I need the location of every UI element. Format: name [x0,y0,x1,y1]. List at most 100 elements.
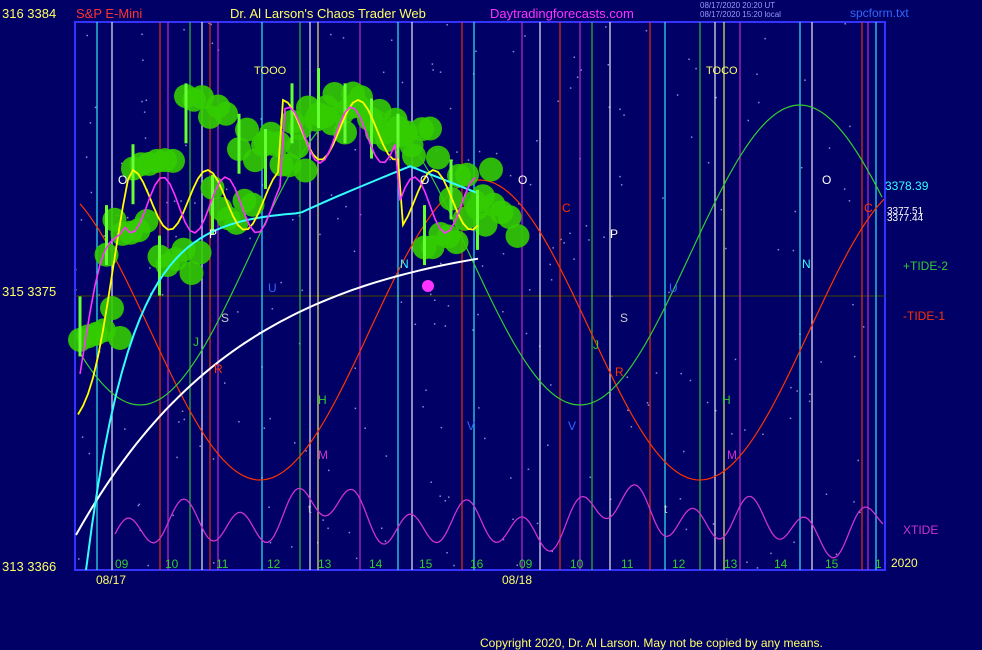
star-dot [762,433,764,436]
star-dot [528,289,531,291]
annotation-letter: S [221,311,229,325]
star-dot [103,235,105,237]
toco-label: TOCO [706,65,738,77]
annotation-letter: M [727,448,737,462]
x-hour-label: 12 [672,557,686,571]
x-hour-label: 15 [825,557,839,571]
star-dot [529,183,532,186]
star-dot [305,450,307,452]
star-dot [569,232,571,235]
star-dot [185,144,187,147]
magenta-dot [422,280,434,292]
x-hour-label: 10 [165,557,179,571]
cyan-moving-average [85,165,477,571]
star-dot [603,236,605,238]
price-blob [418,116,442,141]
star-dot [425,389,427,391]
star-dot [269,417,271,420]
star-dot [381,527,383,529]
star-dot [389,158,391,161]
star-dot [194,202,196,204]
star-dot [149,267,151,269]
star-dot [178,421,180,423]
star-dot [849,125,851,128]
star-dot [94,106,97,109]
star-dot [668,291,670,294]
star-dot [456,151,458,153]
price-blob [161,148,185,173]
star-dot [80,219,83,221]
star-dot [433,323,436,325]
star-dot [237,311,239,313]
star-dot [98,294,100,296]
star-dot [268,506,270,509]
star-dot [126,216,129,219]
star-dot [551,550,554,553]
star-dot [857,459,859,462]
star-dot [707,162,710,164]
annotation-letter: t [308,502,312,516]
star-dot [81,436,84,438]
star-dot [481,265,484,267]
star-dot [852,303,854,306]
star-dot [172,514,174,517]
annotation-letter: N [400,257,409,271]
star-dot [844,23,846,25]
star-dot [144,137,147,139]
star-dot [747,119,749,122]
star-dot [689,379,692,382]
star-dot [175,235,177,238]
star-dot [453,564,455,567]
star-dot [446,24,448,26]
x-hour-label: 1 [875,557,882,571]
star-dot [808,400,811,403]
star-dot [225,188,228,191]
price-blob [187,240,212,265]
star-dot [792,249,795,252]
price-blob [505,223,530,248]
star-dot [627,409,629,412]
star-dot [477,313,479,316]
star-dot [354,367,356,369]
star-dot [301,289,303,292]
magenta-moving-average [79,106,476,375]
x-hour-label: 10 [570,557,584,571]
series-label-tide1: -TIDE-1 [903,309,945,323]
star-dot [557,100,559,103]
star-dot [447,496,450,498]
annotation-letter: S [620,311,628,325]
star-dot [212,458,215,460]
star-dot [619,108,621,111]
star-dot [223,382,226,384]
left-price-label-mid: 315 3375 [2,284,56,299]
x-hour-label: 13 [724,557,738,571]
price-blob [426,145,450,170]
star-dot [85,156,88,158]
star-dot [588,239,590,241]
series-label-xtide: XTIDE [903,523,938,537]
annotation-letter: N [802,257,811,271]
price-blob [444,230,469,255]
xtide-line [114,484,884,559]
annotation-letter: J [193,335,199,349]
price-blob [293,158,318,183]
annotation-letter: M [318,448,328,462]
star-dot [620,184,623,186]
right-price-label: 3377.51 [887,206,924,217]
star-dot [605,26,607,28]
star-dot [679,498,682,500]
star-dot [619,175,621,178]
star-dot [720,208,723,211]
star-dot [695,67,697,70]
star-dot [645,30,648,32]
star-dot [447,305,450,307]
star-dot [173,200,176,202]
star-dot [467,159,470,161]
star-dot [414,323,417,326]
star-dot [626,376,629,378]
star-dot [563,242,565,244]
star-dot [825,493,828,495]
star-dot [715,409,717,412]
star-dot [690,136,693,138]
star-dot [292,218,294,221]
